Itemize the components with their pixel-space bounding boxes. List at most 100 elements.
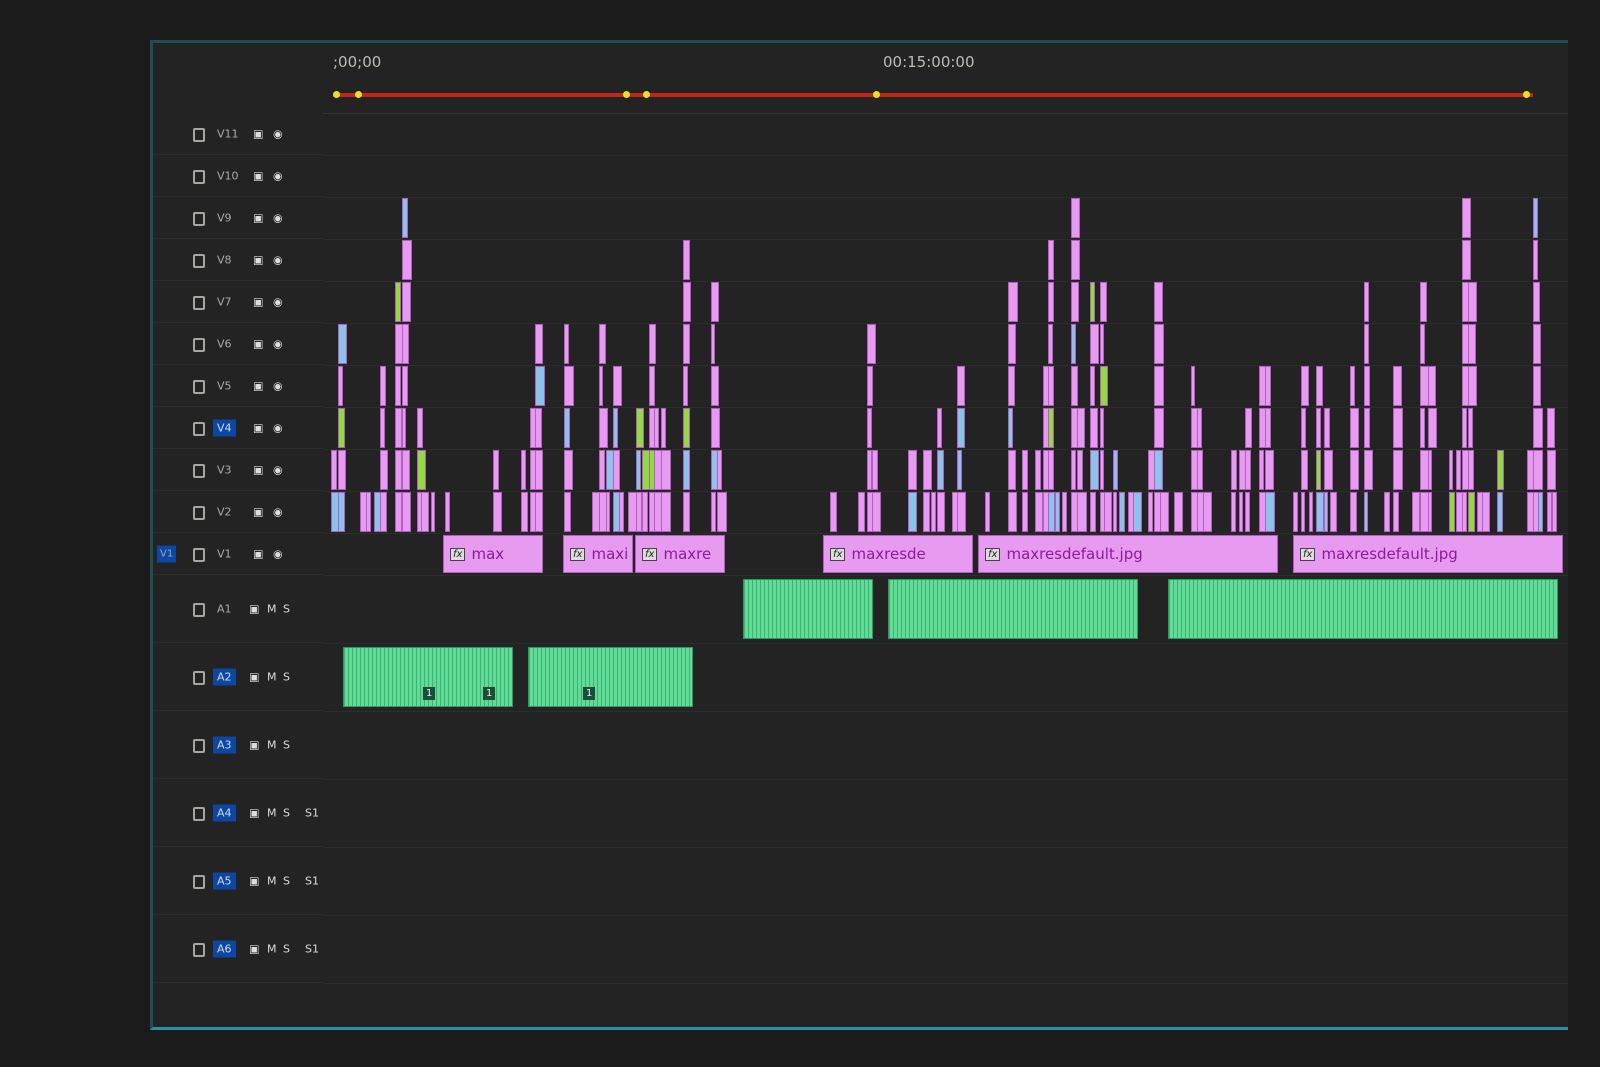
voiceover-icon[interactable]: ▣ <box>249 806 260 819</box>
lock-icon[interactable] <box>193 806 205 821</box>
video-clip[interactable] <box>1244 450 1251 490</box>
video-clip[interactable] <box>1547 408 1556 448</box>
video-clip[interactable] <box>923 492 930 532</box>
video-clip[interactable] <box>416 450 426 490</box>
video-clip[interactable] <box>366 492 372 532</box>
video-clip[interactable] <box>1190 366 1196 406</box>
track-target-toggle[interactable]: V9 <box>217 211 232 224</box>
video-clip[interactable] <box>866 408 873 448</box>
video-clip[interactable] <box>1090 366 1095 406</box>
video-clip[interactable] <box>564 492 571 532</box>
video-clip[interactable] <box>535 492 543 532</box>
eye-icon[interactable]: ◉ <box>273 337 283 350</box>
video-clip[interactable] <box>1533 450 1544 490</box>
video-clip[interactable] <box>535 366 546 406</box>
video-clip[interactable] <box>1008 492 1018 532</box>
video-clip[interactable] <box>395 366 401 406</box>
lock-icon[interactable] <box>193 295 205 310</box>
video-clip[interactable] <box>402 198 409 238</box>
video-clip[interactable] <box>493 450 499 490</box>
lock-icon[interactable] <box>193 874 205 889</box>
lock-icon[interactable] <box>193 253 205 268</box>
lock-icon[interactable] <box>193 463 205 478</box>
lock-icon[interactable] <box>193 547 205 562</box>
work-area-bar[interactable] <box>333 91 1533 98</box>
video-clip[interactable] <box>1070 324 1076 364</box>
video-clip[interactable] <box>923 450 932 490</box>
video-clip[interactable] <box>421 492 430 532</box>
track-target-toggle[interactable]: A2 <box>213 668 236 685</box>
video-clip[interactable] <box>1197 408 1203 448</box>
solo-button[interactable]: S <box>283 806 290 819</box>
video-clip[interactable] <box>395 492 402 532</box>
video-clip[interactable] <box>1258 492 1266 532</box>
video-clip[interactable] <box>1008 366 1016 406</box>
video-clip[interactable] <box>1008 450 1017 490</box>
lock-icon[interactable] <box>193 337 205 352</box>
video-clip[interactable] <box>379 408 385 448</box>
video-clip[interactable] <box>956 408 966 448</box>
eye-icon[interactable]: ◉ <box>273 505 283 518</box>
video-clip[interactable] <box>1231 450 1238 490</box>
video-clip[interactable] <box>1330 492 1337 532</box>
video-clip[interactable] <box>1364 366 1370 406</box>
video-clip[interactable] <box>535 324 544 364</box>
video-clip[interactable] <box>1412 492 1421 532</box>
lock-icon[interactable] <box>193 738 205 753</box>
video-clip[interactable] <box>654 408 659 448</box>
video-clip[interactable] <box>337 324 348 364</box>
video-clip[interactable] <box>1258 450 1265 490</box>
track-target-toggle[interactable]: V10 <box>217 169 239 182</box>
video-clip[interactable] <box>648 324 657 364</box>
lock-icon[interactable] <box>193 169 205 184</box>
video-clip[interactable] <box>661 450 671 490</box>
video-clip[interactable] <box>683 450 690 490</box>
video-clip[interactable] <box>1147 492 1153 532</box>
video-clip[interactable] <box>711 492 717 532</box>
video-clip[interactable] <box>1203 492 1212 532</box>
track-target-toggle[interactable]: V1 <box>217 547 232 560</box>
video-clip[interactable] <box>1393 366 1403 406</box>
audio-clip[interactable] <box>888 579 1138 639</box>
video-clip[interactable] <box>1022 450 1028 490</box>
video-clip[interactable] <box>1468 366 1477 406</box>
video-clip[interactable] <box>866 366 874 406</box>
video-clip[interactable] <box>1034 450 1041 490</box>
track-target-toggle[interactable]: V4 <box>213 419 236 436</box>
video-clip[interactable] <box>956 366 965 406</box>
video-clip[interactable] <box>613 408 619 448</box>
video-clip[interactable] <box>1349 408 1359 448</box>
video-clip[interactable] <box>1090 282 1095 322</box>
video-clip[interactable] <box>661 492 671 532</box>
video-clip[interactable] <box>521 492 529 532</box>
video-clip[interactable]: fx maxi <box>563 535 633 573</box>
video-clip[interactable] <box>598 450 605 490</box>
video-clip[interactable] <box>866 450 873 490</box>
lock-icon[interactable] <box>193 942 205 957</box>
video-clip[interactable] <box>1427 408 1437 448</box>
video-clip[interactable] <box>1300 492 1306 532</box>
video-clip[interactable] <box>717 450 723 490</box>
video-clip[interactable] <box>1420 324 1425 364</box>
video-clip[interactable] <box>1315 408 1321 448</box>
eye-icon[interactable]: ◉ <box>273 379 283 392</box>
track-target-toggle[interactable]: V3 <box>217 463 232 476</box>
video-clip[interactable] <box>379 492 388 532</box>
voiceover-icon[interactable]: ▣ <box>249 602 260 615</box>
video-clip[interactable] <box>1174 492 1184 532</box>
video-clip[interactable] <box>908 450 917 490</box>
video-clip[interactable] <box>1533 282 1540 322</box>
video-clip[interactable] <box>1099 282 1108 322</box>
video-clip[interactable] <box>1496 450 1504 490</box>
track-target-toggle[interactable]: V6 <box>217 337 232 350</box>
video-clip[interactable] <box>1265 450 1274 490</box>
video-clip[interactable] <box>402 492 412 532</box>
video-clip[interactable] <box>445 492 450 532</box>
video-clip[interactable] <box>1008 282 1018 322</box>
video-clip[interactable] <box>908 492 918 532</box>
video-clip[interactable] <box>1070 198 1081 238</box>
video-clip[interactable] <box>635 408 645 448</box>
video-clip[interactable] <box>1427 366 1437 406</box>
track-target-toggle[interactable]: V7 <box>217 295 232 308</box>
video-clip[interactable] <box>1077 450 1084 490</box>
